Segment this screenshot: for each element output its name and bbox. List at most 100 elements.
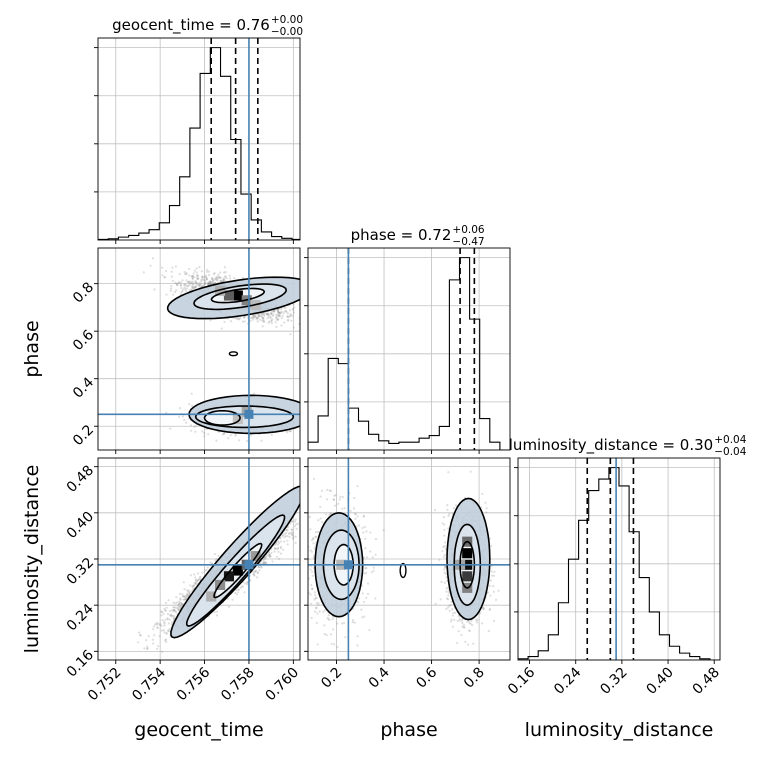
- luminosity_distance_vs_geocent_time-scatter-point: [260, 566, 263, 569]
- luminosity_distance_vs_geocent_time-scatter-point: [243, 591, 246, 594]
- phase_vs_geocent_time-scatter-point: [275, 313, 278, 316]
- phase_vs_geocent_time-scatter-point: [260, 319, 264, 322]
- phase_vs_geocent_time-scatter-point: [217, 276, 221, 279]
- phase_vs_geocent_time-scatter-point: [270, 319, 273, 322]
- phase_vs_geocent_time-scatter-point: [185, 279, 188, 282]
- phase_vs_geocent_time-scatter-point: [204, 274, 208, 277]
- phase_vs_geocent_time-scatter-point: [223, 271, 226, 274]
- luminosity_distance_vs_geocent_time-scatter-point: [173, 606, 176, 609]
- luminosity_distance_vs_geocent_time-scatter-point: [294, 535, 297, 538]
- phase_vs_geocent_time-scatter-point: [243, 316, 246, 319]
- luminosity_distance_vs_geocent_time-scatter-point: [185, 594, 188, 597]
- phase_vs_geocent_time-contour-island: [228, 351, 239, 357]
- luminosity_distance_vs_geocent_time-scatter-point: [206, 566, 209, 569]
- luminosity_distance_vs_geocent_time-scatter-point: [246, 581, 249, 584]
- luminosity_distance_vs_geocent_time-scatter-point: [286, 539, 289, 542]
- phase_vs_geocent_time-scatter-point: [266, 317, 269, 320]
- luminosity_distance_vs_geocent_time-scatter-point: [268, 554, 271, 557]
- phase_vs_geocent_time-scatter-point: [183, 418, 186, 421]
- luminosity_distance_vs_geocent_time-scatter-point: [160, 610, 163, 613]
- phase_vs_geocent_time-scatter-point: [277, 311, 280, 314]
- phase_vs_geocent_time-scatter-point: [271, 318, 274, 321]
- geocent_time_hist-title: geocent_time = 0.76: [112, 16, 270, 35]
- geocent_time_hist-title-sup: +0.00: [271, 14, 303, 26]
- phase_vs_geocent_time-scatter-point: [233, 277, 236, 280]
- phase_vs_geocent_time-scatter-point: [212, 282, 215, 285]
- luminosity_distance_vs_geocent_time-scatter-point: [179, 605, 182, 608]
- phase_vs_geocent_time-scatter-point: [194, 285, 197, 288]
- luminosity_distance_vs_geocent_time-scatter-point: [164, 609, 167, 612]
- phase_vs_geocent_time-scatter-point: [291, 314, 294, 317]
- phase_vs_geocent_time-scatter-point: [171, 279, 174, 283]
- phase_vs_geocent_time-scatter-point: [176, 283, 179, 286]
- geocent_time_hist-group: [98, 38, 300, 240]
- phase_vs_geocent_time-scatter-point: [192, 272, 195, 275]
- luminosity_distance_vs_geocent_time-scatter-point: [172, 608, 175, 612]
- phase_vs_geocent_time-density-cell: [223, 290, 235, 301]
- phase_vs_geocent_time-scatter-point: [193, 286, 197, 289]
- phase_vs_geocent_time-scatter-point: [207, 282, 210, 285]
- phase_vs_geocent_time-scatter-point: [177, 281, 180, 285]
- phase_vs_geocent_time-scatter-point: [291, 308, 294, 311]
- phase_vs_geocent_time-scatter-point: [268, 320, 271, 323]
- phase_vs_geocent_time-scatter-point: [277, 313, 280, 317]
- luminosity_distance_vs_geocent_time-scatter-point: [167, 622, 170, 625]
- luminosity_distance_vs_geocent_time-scatter-point: [169, 609, 172, 613]
- phase_vs_geocent_time-scatter-point: [174, 291, 177, 294]
- luminosity_distance_vs_geocent_time-scatter-point: [278, 541, 281, 545]
- phase_vs_geocent_time-scatter-point: [249, 319, 252, 322]
- phase_vs_geocent_time-scatter-point: [187, 281, 190, 284]
- luminosity_distance_vs_geocent_time-scatter-point: [213, 611, 216, 614]
- phase_vs_geocent_time-scatter-point: [178, 415, 181, 418]
- luminosity_distance_vs_geocent_time-scatter-point: [256, 572, 259, 575]
- phase_vs_geocent_time-scatter-point: [211, 280, 214, 283]
- geocent_time_hist-title-main: geocent_time = 0.76: [112, 16, 270, 35]
- phase_vs_geocent_time-scatter-point: [238, 318, 241, 321]
- luminosity_distance_vs_geocent_time-scatter-point: [173, 618, 176, 621]
- phase_hist-frame: [307, 247, 511, 451]
- phase_vs_geocent_time-scatter-point: [287, 318, 290, 321]
- luminosity_distance_vs_geocent_time-scatter-point: [186, 593, 189, 597]
- luminosity_distance_vs_geocent_time-scatter-point: [291, 533, 294, 537]
- phase_vs_geocent_time-scatter-point: [274, 321, 277, 324]
- phase_vs_geocent_time-scatter-point: [210, 282, 213, 285]
- luminosity_distance_vs_geocent_time-scatter-point: [213, 553, 216, 556]
- phase_vs_geocent_time-scatter-point: [272, 310, 275, 313]
- phase_vs_geocent_time-scatter-point: [181, 415, 184, 418]
- phase_vs_geocent_time-scatter-point: [184, 289, 187, 293]
- phase_vs_geocent_time-scatter-point: [215, 278, 219, 281]
- luminosity_distance_vs_geocent_time-scatter-point: [186, 595, 189, 598]
- phase_vs_geocent_time-scatter-point: [207, 281, 210, 284]
- phase_vs_geocent_time-scatter-point: [205, 270, 208, 273]
- luminosity_distance_vs_geocent_time-scatter-point: [176, 604, 179, 607]
- phase_vs_geocent_time-scatter-point: [276, 314, 279, 317]
- phase_vs_geocent_time-scatter-point: [275, 316, 278, 319]
- phase_vs_geocent_time-scatter-point: [292, 308, 295, 311]
- luminosity_distance_vs_geocent_time-scatter-point: [279, 536, 282, 540]
- phase_vs_geocent_time-scatter-point: [207, 270, 211, 273]
- luminosity_distance_vs_geocent_time-scatter-point: [235, 593, 238, 596]
- luminosity_distance_vs_geocent_time-scatter-point: [153, 634, 156, 637]
- phase_vs_geocent_time-scatter-point: [270, 320, 273, 323]
- luminosity_distance_vs_geocent_time-scatter-point: [279, 552, 283, 555]
- phase_vs_geocent_time-scatter-point: [190, 404, 194, 407]
- luminosity_distance_vs_geocent_time-scatter-point: [175, 596, 178, 599]
- phase_vs_geocent_time-scatter-point: [229, 320, 233, 323]
- phase_vs_geocent_time-scatter-point: [203, 431, 206, 435]
- phase_vs_geocent_time-scatter-point: [191, 275, 194, 278]
- phase_vs_geocent_time-scatter-point: [266, 313, 269, 316]
- phase_vs_geocent_time-scatter-point: [217, 273, 220, 276]
- luminosity_distance_vs_geocent_time-scatter-point: [235, 589, 238, 592]
- phase_vs_geocent_time-scatter-point: [196, 283, 199, 286]
- phase_vs_geocent_time-contour-line-0: [210, 287, 266, 304]
- phase_vs_geocent_time-contour-line-1: [193, 283, 288, 311]
- phase_vs_geocent_time-scatter-point: [207, 433, 210, 436]
- phase_hist-title: phase = 0.72: [351, 226, 452, 244]
- luminosity_distance_vs_geocent_time-scatter-point: [258, 569, 261, 572]
- luminosity_distance_vs_geocent_time-scatter-point: [294, 518, 297, 521]
- luminosity_distance_vs_geocent_time-scatter-point: [151, 638, 154, 641]
- phase_vs_geocent_time-scatter-point: [221, 433, 224, 436]
- phase_vs_geocent_time-scatter-point: [225, 277, 228, 280]
- luminosity_distance_vs_geocent_time-scatter-point: [172, 610, 175, 613]
- luminosity_distance_vs_geocent_time-scatter-point: [171, 614, 174, 617]
